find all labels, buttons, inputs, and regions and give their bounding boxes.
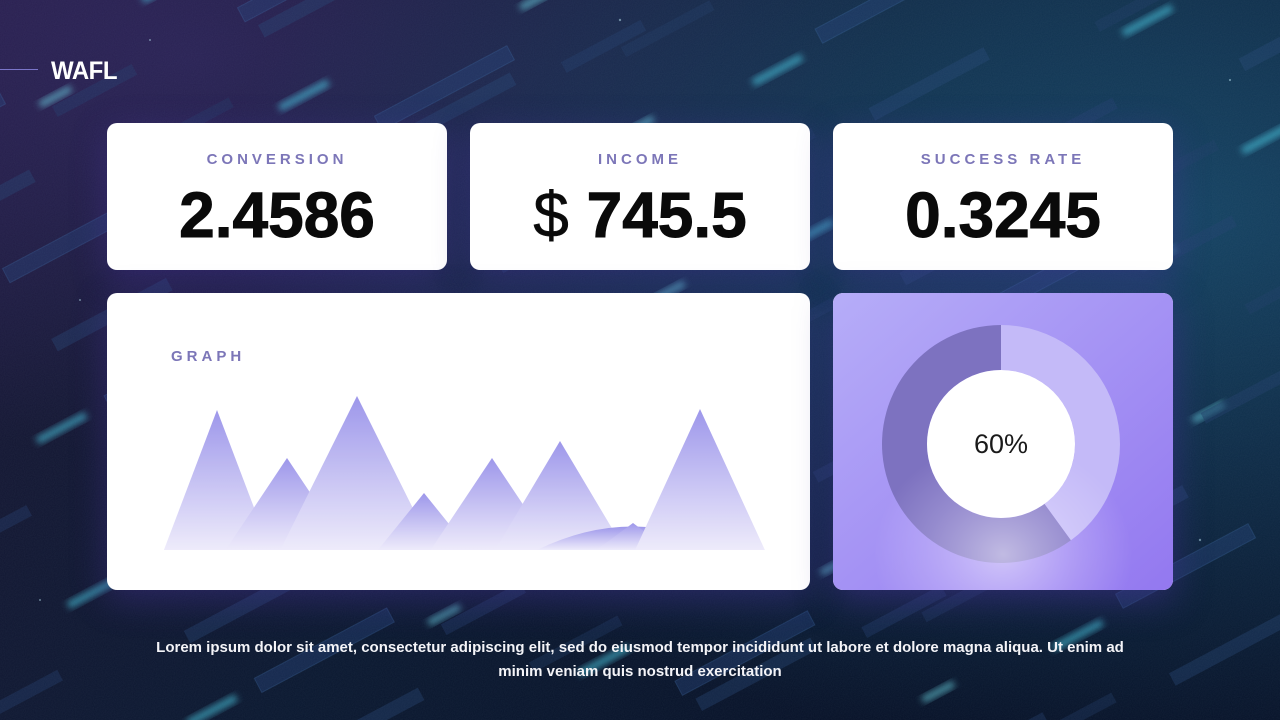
svg-text:60%: 60% — [974, 429, 1028, 459]
